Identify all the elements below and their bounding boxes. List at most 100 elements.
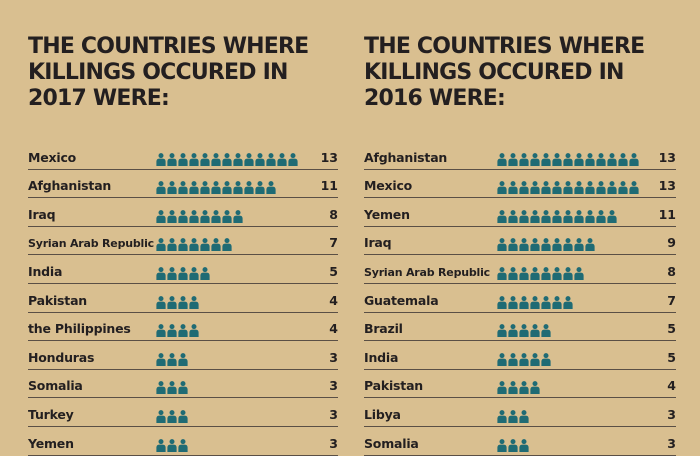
person-icon bbox=[530, 352, 540, 366]
table-row: Somalia 3 bbox=[28, 370, 338, 399]
person-icon bbox=[629, 181, 639, 195]
person-icon bbox=[607, 181, 617, 195]
person-icon bbox=[497, 410, 507, 423]
person-icon bbox=[233, 152, 243, 166]
country-label: Syrian Arab Republic bbox=[28, 237, 155, 251]
pictogram-bar bbox=[497, 267, 585, 280]
person-icon bbox=[200, 267, 210, 280]
panel-title: THE COUNTRIES WHERE KILLINGS OCCURED IN … bbox=[364, 34, 645, 111]
person-icon bbox=[266, 152, 276, 166]
count-value: 4 bbox=[329, 321, 338, 337]
person-icon bbox=[530, 267, 540, 280]
count-value: 7 bbox=[667, 292, 676, 308]
pictogram-bar bbox=[497, 438, 530, 452]
person-icon bbox=[178, 238, 188, 252]
person-icon bbox=[508, 295, 518, 309]
pictogram-bar bbox=[156, 324, 200, 338]
country-list: Afghanistan 13 Mexico 13 Yemen 11 Iraq 9 Syrian … bbox=[364, 141, 676, 456]
person-icon bbox=[233, 209, 243, 223]
person-icon bbox=[552, 152, 562, 166]
person-icon bbox=[563, 238, 573, 252]
person-icon bbox=[508, 381, 518, 395]
person-icon bbox=[167, 381, 177, 395]
pictogram-bar bbox=[156, 381, 189, 395]
person-icon bbox=[178, 410, 188, 423]
person-icon bbox=[178, 352, 188, 366]
person-icon bbox=[255, 181, 265, 195]
count-value: 4 bbox=[667, 378, 676, 394]
count-value: 7 bbox=[329, 235, 338, 251]
pictogram-bar bbox=[497, 410, 530, 423]
person-icon bbox=[167, 295, 177, 309]
panel-2016: THE COUNTRIES WHERE KILLINGS OCCURED IN … bbox=[364, 34, 676, 456]
person-icon bbox=[530, 381, 540, 395]
count-value: 13 bbox=[658, 178, 676, 194]
person-icon bbox=[508, 438, 518, 452]
person-icon bbox=[541, 352, 551, 366]
person-icon bbox=[156, 324, 166, 338]
panel-2017: THE COUNTRIES WHERE KILLINGS OCCURED IN … bbox=[28, 34, 338, 456]
person-icon bbox=[156, 181, 166, 195]
table-row: Syrian Arab Republic 8 bbox=[364, 255, 676, 284]
table-row: Turkey 3 bbox=[28, 398, 338, 427]
person-icon bbox=[563, 209, 573, 223]
person-icon bbox=[233, 181, 243, 195]
person-icon bbox=[519, 152, 529, 166]
table-row: Iraq 8 bbox=[28, 198, 338, 227]
country-label: Iraq bbox=[28, 206, 56, 222]
person-icon bbox=[178, 324, 188, 338]
person-icon bbox=[552, 209, 562, 223]
person-icon bbox=[519, 352, 529, 366]
person-icon bbox=[541, 267, 551, 280]
person-icon bbox=[211, 238, 221, 252]
country-label: Yemen bbox=[364, 206, 410, 222]
person-icon bbox=[585, 152, 595, 166]
person-icon bbox=[156, 438, 166, 452]
country-label: Honduras bbox=[28, 349, 95, 365]
person-icon bbox=[156, 152, 166, 166]
person-icon bbox=[541, 238, 551, 252]
person-icon bbox=[541, 295, 551, 309]
person-icon bbox=[167, 238, 177, 252]
pictogram-bar bbox=[497, 381, 541, 395]
count-value: 3 bbox=[329, 435, 338, 451]
person-icon bbox=[189, 181, 199, 195]
count-value: 4 bbox=[329, 292, 338, 308]
country-label: Pakistan bbox=[28, 292, 88, 308]
person-icon bbox=[530, 324, 540, 338]
pictogram-bar bbox=[156, 181, 277, 195]
count-value: 5 bbox=[667, 349, 676, 365]
table-row: Yemen 11 bbox=[364, 198, 676, 227]
person-icon bbox=[497, 381, 507, 395]
person-icon bbox=[519, 238, 529, 252]
person-icon bbox=[541, 324, 551, 338]
count-value: 11 bbox=[320, 178, 338, 194]
person-icon bbox=[585, 181, 595, 195]
country-label: India bbox=[364, 349, 399, 365]
person-icon bbox=[156, 209, 166, 223]
pictogram-bar bbox=[156, 352, 189, 366]
person-icon bbox=[596, 209, 606, 223]
pictogram-bar bbox=[497, 238, 596, 252]
person-icon bbox=[530, 295, 540, 309]
count-value: 8 bbox=[667, 263, 676, 279]
count-value: 13 bbox=[658, 149, 676, 165]
person-icon bbox=[277, 152, 287, 166]
country-label: Brazil bbox=[364, 321, 403, 337]
person-icon bbox=[497, 181, 507, 195]
table-row: Iraq 9 bbox=[364, 227, 676, 256]
person-icon bbox=[222, 181, 232, 195]
person-icon bbox=[167, 324, 177, 338]
table-row: Guatemala 7 bbox=[364, 284, 676, 313]
table-row: Brazil 5 bbox=[364, 313, 676, 342]
pictogram-bar bbox=[156, 209, 244, 223]
country-label: Iraq bbox=[364, 235, 392, 251]
person-icon bbox=[156, 295, 166, 309]
person-icon bbox=[596, 181, 606, 195]
count-value: 3 bbox=[667, 406, 676, 422]
table-row: Yemen 3 bbox=[28, 427, 338, 456]
person-icon bbox=[156, 352, 166, 366]
person-icon bbox=[222, 152, 232, 166]
person-icon bbox=[541, 152, 551, 166]
pictogram-bar bbox=[156, 438, 189, 452]
